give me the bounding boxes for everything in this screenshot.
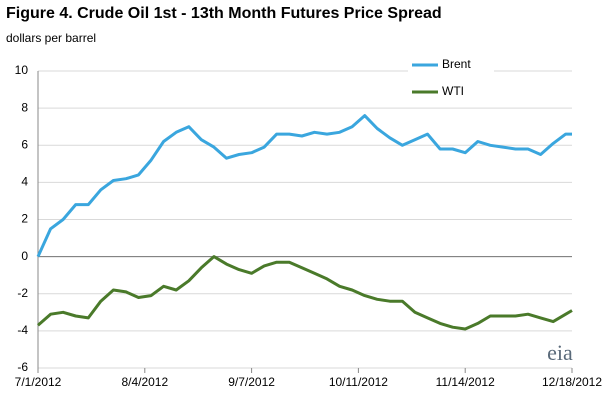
x-tick-label: 12/18/2012: [542, 375, 602, 389]
y-tick-label: 10: [15, 63, 29, 77]
x-tick-label: 10/11/2012: [329, 375, 388, 389]
x-tick-label: 8/4/2012: [121, 375, 168, 389]
y-tick-label: -2: [17, 286, 28, 300]
y-tick-label: 8: [21, 100, 28, 114]
x-tick-label: 7/1/2012: [15, 375, 62, 389]
y-tick-label: 0: [21, 249, 28, 263]
legend-label: Brent: [442, 57, 471, 71]
y-tick-label: 4: [21, 175, 28, 189]
legend-bg: [408, 56, 494, 74]
chart-title: Figure 4. Crude Oil 1st - 13th Month Fut…: [6, 5, 442, 22]
legend-label: WTI: [442, 84, 464, 98]
series-line: [37, 255, 573, 331]
logo: eia: [547, 340, 573, 365]
y-tick-label: -4: [17, 323, 28, 337]
y-tick-label: -6: [17, 360, 28, 374]
x-tick-label: 11/14/2012: [436, 375, 495, 389]
y-tick-label: 2: [21, 212, 28, 226]
legend-bg: [408, 83, 494, 101]
y-tick-label: 6: [21, 137, 28, 151]
x-tick-label: 9/7/2012: [228, 375, 275, 389]
series-line: [36, 114, 572, 258]
y-axis-label: dollars per barrel: [6, 31, 96, 45]
